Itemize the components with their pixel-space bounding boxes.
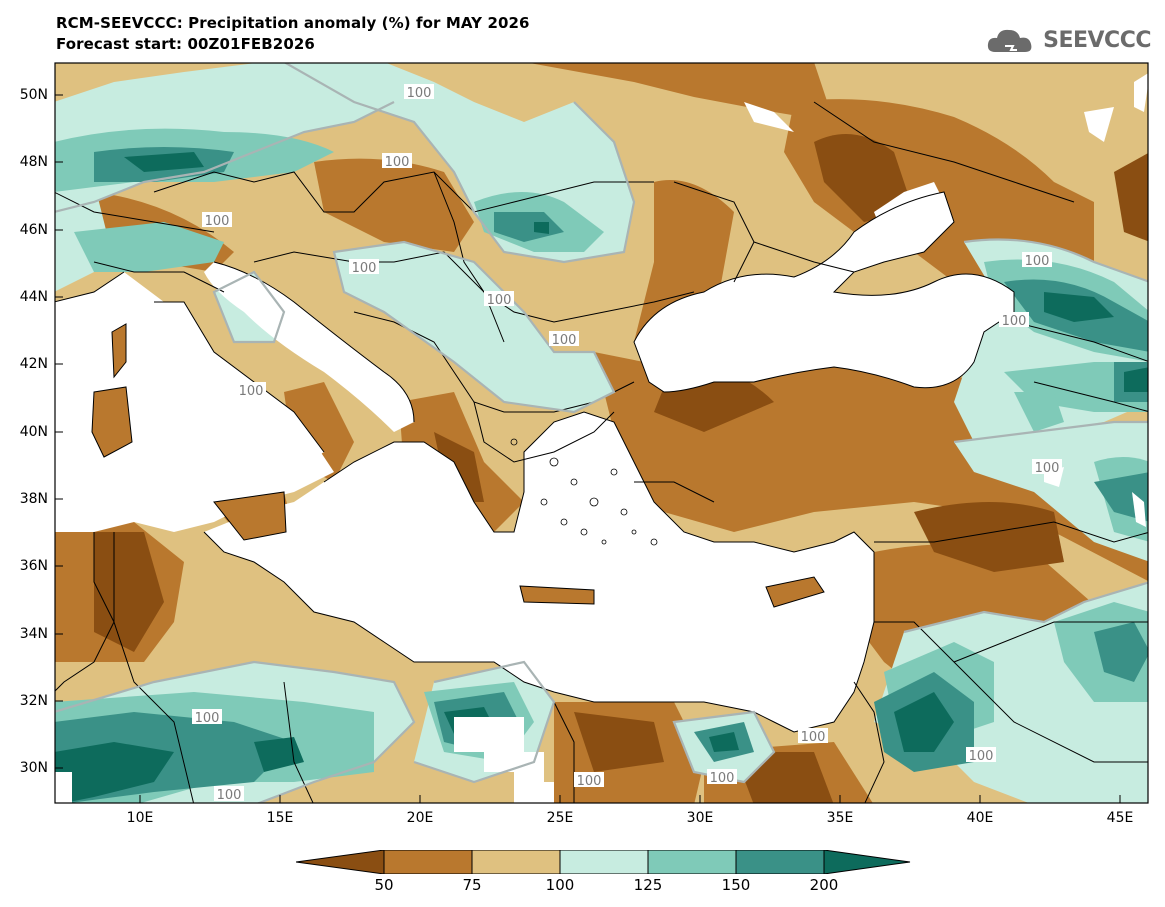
contour-label: 100 — [202, 212, 232, 229]
svg-text:100: 100 — [577, 774, 602, 789]
lat-label: 46N — [19, 222, 48, 238]
svg-text:100: 100 — [552, 333, 577, 348]
colorbar-label: 75 — [462, 876, 482, 894]
sardinia — [92, 387, 132, 457]
contour-label: 100 — [1022, 252, 1052, 269]
contour-label: 100 — [236, 382, 266, 399]
svg-text:100: 100 — [801, 730, 826, 745]
cloud-icon — [988, 29, 1032, 52]
sicily — [214, 492, 286, 540]
aegean-islands — [510, 438, 658, 546]
adriatic-sea — [204, 262, 414, 432]
colorbar-label: 125 — [633, 876, 663, 894]
lat-label: 48N — [19, 154, 48, 170]
lat-label: 50N — [19, 87, 48, 103]
colorbar-segment — [647, 850, 737, 874]
very-dry-anomaly-regions — [94, 134, 1148, 803]
coastlines — [55, 191, 1015, 733]
tick-marks — [55, 94, 1121, 803]
svg-text:100: 100 — [352, 261, 377, 276]
forecast-start: Forecast start: 00Z01FEB2026 — [56, 35, 315, 53]
map-frame — [54, 62, 1149, 804]
corsica — [112, 324, 126, 377]
lat-label: 42N — [19, 356, 48, 372]
svg-text:100: 100 — [1025, 254, 1050, 269]
svg-text:100: 100 — [969, 749, 994, 764]
colorbar-label: 50 — [374, 876, 394, 894]
colorbar-segment — [383, 850, 473, 874]
contour-label: 100 — [999, 312, 1029, 329]
colorbar-segment — [559, 850, 649, 874]
lon-label: 35E — [826, 810, 854, 826]
lon-label: 20E — [406, 810, 434, 826]
colorbar-segment — [471, 850, 561, 874]
lon-label: 30E — [686, 810, 714, 826]
colorbar — [296, 850, 911, 874]
contour-label: 100 — [574, 772, 604, 789]
lon-label: 10E — [126, 810, 154, 826]
contour-label: 100 — [798, 728, 828, 745]
contour-label: 100 — [1032, 459, 1062, 476]
contour-label: 100 — [966, 747, 996, 764]
contour-label: 100 — [214, 786, 244, 803]
seevccc-logo: SEEVCCC — [985, 24, 1151, 56]
lat-label: 40N — [19, 424, 48, 440]
lat-label: 30N — [19, 760, 48, 776]
svg-text:100: 100 — [710, 771, 735, 786]
lon-label: 40E — [966, 810, 994, 826]
colorbar-label: 100 — [545, 876, 575, 894]
ionian-and-aegean-sea — [204, 412, 874, 732]
colorbar-label: 150 — [721, 876, 751, 894]
lon-label: 45E — [1106, 810, 1134, 826]
svg-text:100: 100 — [487, 293, 512, 308]
contour-100-lines — [55, 63, 1148, 803]
islands — [92, 324, 824, 607]
svg-text:100: 100 — [1002, 314, 1027, 329]
lat-label: 34N — [19, 626, 48, 642]
contour-labels: 100 100 100 100 100 100 100 100 100 100 … — [192, 84, 1062, 803]
black-sea — [634, 192, 1014, 392]
svg-text:100: 100 — [385, 155, 410, 170]
contour-label: 100 — [404, 84, 434, 101]
contour-label: 100 — [549, 331, 579, 348]
colorbar-segment — [823, 850, 911, 874]
lon-label: 15E — [266, 810, 294, 826]
country-borders — [55, 101, 1148, 803]
lat-label: 32N — [19, 693, 48, 709]
lat-label: 44N — [19, 289, 48, 305]
cyprus — [766, 577, 824, 607]
contour-label: 100 — [192, 709, 222, 726]
lon-label: 25E — [546, 810, 574, 826]
contour-label: 100 — [484, 291, 514, 308]
contour-label: 100 — [707, 769, 737, 786]
contour-label: 100 — [382, 153, 412, 170]
precipitation-anomaly-map: 100 100 100 100 100 100 100 100 100 100 … — [54, 62, 1149, 804]
svg-text:100: 100 — [407, 86, 432, 101]
colorbar-segment — [296, 850, 385, 874]
crete — [520, 586, 594, 604]
contour-label: 100 — [349, 259, 379, 276]
map-title: RCM-SEEVCCC: Precipitation anomaly (%) f… — [56, 14, 530, 32]
colorbar-segment — [735, 850, 825, 874]
svg-text:100: 100 — [205, 214, 230, 229]
colorbar-label: 200 — [809, 876, 839, 894]
lat-label: 38N — [19, 491, 48, 507]
lat-label: 36N — [19, 558, 48, 574]
logo-text: SEEVCCC — [1043, 27, 1151, 53]
svg-text:100: 100 — [217, 788, 242, 803]
svg-text:100: 100 — [195, 711, 220, 726]
svg-text:100: 100 — [1035, 461, 1060, 476]
svg-text:100: 100 — [239, 384, 264, 399]
